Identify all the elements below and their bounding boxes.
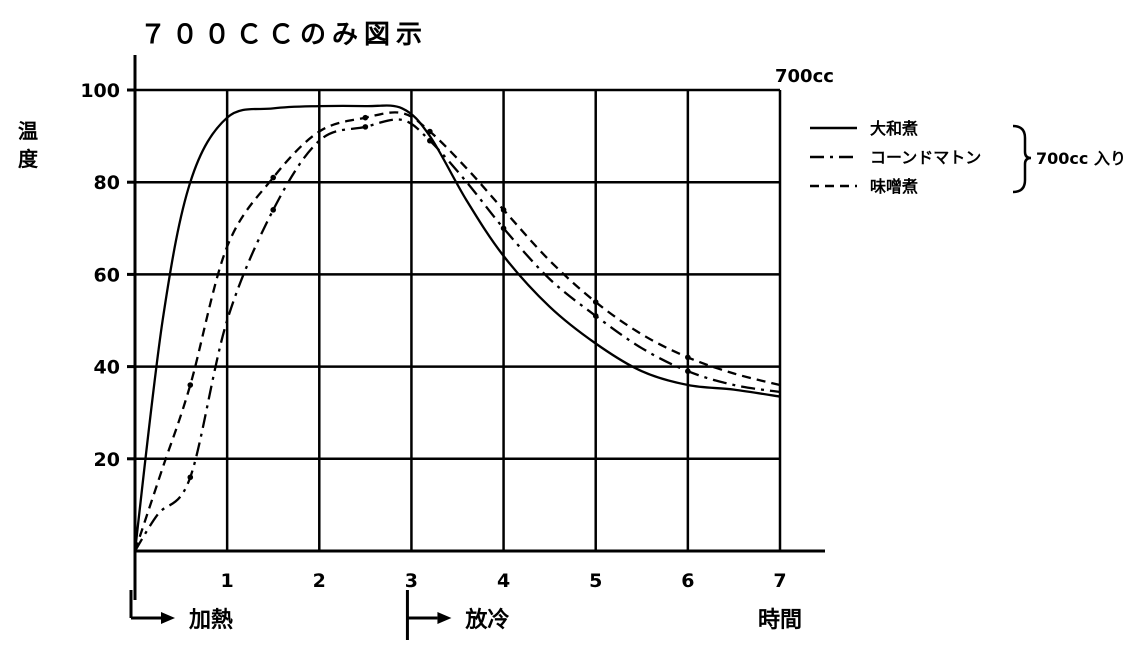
series-2-point-14 (685, 368, 691, 375)
series-line-1 (133, 104, 781, 552)
phase-2-arrow-head (437, 612, 452, 624)
phase-annotations: 加熱 放冷 (129, 590, 509, 640)
y-tick-label-100: 100 (80, 80, 120, 102)
y-tick-label-20: 20 (94, 449, 120, 471)
x-axis-label: 時間 (758, 608, 802, 633)
phase-2-label: 放冷 (464, 607, 509, 633)
phase-1-label: 加熱 (188, 607, 233, 633)
phase-1-arrow-head (161, 612, 175, 624)
x-tick-label-3: 3 (405, 570, 418, 592)
legend-brace (1012, 124, 1032, 194)
legend-label-1: 大和煮 (870, 119, 918, 138)
series-3-point-10 (500, 207, 507, 213)
series-2-point-6 (362, 124, 369, 130)
series-line-2 (134, 118, 781, 552)
y-tick-label-80: 80 (94, 172, 120, 194)
series-2-point-8 (427, 137, 433, 144)
series-2-point-12 (592, 313, 599, 319)
series-3-point-4 (270, 174, 277, 181)
series-2-point-10 (500, 225, 507, 232)
series-lines (133, 104, 781, 552)
y-tick-label-40: 40 (94, 357, 120, 379)
series-3-point-12 (592, 299, 599, 305)
corner-label: 700cc (775, 66, 834, 87)
chart-title: ７００ＣＣのみ図示 (140, 20, 428, 50)
x-tick-label-1: 1 (221, 570, 234, 592)
legend-label-3: 味噌煮 (870, 177, 918, 196)
tick-labels: 1 2 3 4 5 6 7 20 40 60 80 100 (80, 80, 786, 592)
y-axis-label-line1: 温 (18, 119, 38, 143)
legend-group-label: 700cc 入り (1036, 149, 1126, 168)
x-tick-label-2: 2 (313, 570, 326, 592)
legend-label-2: コーンドマトン (870, 148, 981, 167)
x-tick-label-4: 4 (497, 570, 510, 592)
x-tick-label-5: 5 (589, 570, 602, 592)
series-3-point-14 (685, 354, 691, 361)
series-3-point-2 (187, 382, 194, 388)
y-tick-label-60: 60 (94, 264, 120, 286)
x-tick-label-6: 6 (681, 570, 694, 592)
axes (127, 55, 825, 600)
x-tick-label-7: 7 (773, 570, 786, 592)
series-2-point-2 (187, 474, 194, 481)
series-3-point-8 (427, 128, 433, 135)
y-axis-label-line2: 度 (18, 147, 39, 171)
series-3-point-6 (362, 114, 369, 121)
series-2-point-4 (270, 207, 277, 213)
grid (135, 88, 782, 551)
series-line-3 (133, 111, 781, 552)
